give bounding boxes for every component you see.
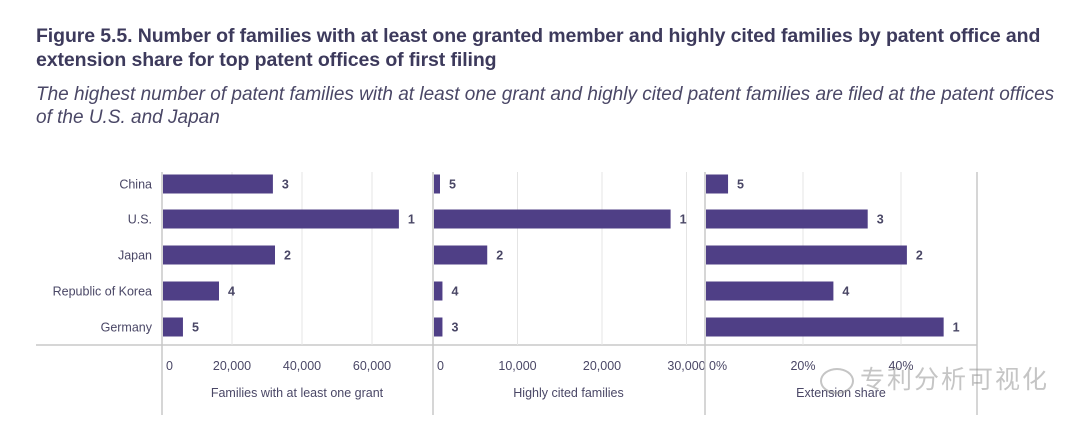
x-tick-label: 60,000 xyxy=(353,359,391,373)
rank-label: 5 xyxy=(192,321,199,335)
category-label: Republic of Korea xyxy=(53,285,152,299)
x-tick-label: 0 xyxy=(437,359,444,373)
bar xyxy=(434,174,440,194)
bar xyxy=(163,281,219,301)
bar xyxy=(706,209,868,229)
rank-label: 3 xyxy=(877,213,884,227)
rank-label: 5 xyxy=(737,178,744,192)
rank-label: 4 xyxy=(451,285,458,299)
x-tick-label: 40% xyxy=(888,359,913,373)
category-label: Germany xyxy=(101,321,153,335)
rank-label: 3 xyxy=(282,178,289,192)
rank-label: 4 xyxy=(228,285,235,299)
watermark-text: 专利分析可视化 xyxy=(860,366,1050,394)
bar xyxy=(706,174,729,194)
rank-label: 5 xyxy=(449,178,456,192)
rank-label: 2 xyxy=(496,249,503,263)
bar xyxy=(706,317,944,337)
x-tick-label: 20,000 xyxy=(583,359,621,373)
x-tick-label: 0% xyxy=(709,359,727,373)
rank-label: 2 xyxy=(916,249,923,263)
rank-label: 3 xyxy=(451,321,458,335)
rank-label: 1 xyxy=(408,213,415,227)
watermark: 专利分析可视化 xyxy=(820,360,1049,396)
bar xyxy=(434,281,443,301)
x-tick-label: 20% xyxy=(790,359,815,373)
category-label: Japan xyxy=(118,249,152,263)
x-tick-label: 10,000 xyxy=(498,359,536,373)
x-tick-label: 40,000 xyxy=(283,359,321,373)
x-axis-title: Highly cited families xyxy=(513,386,623,400)
x-axis-title: Families with at least one grant xyxy=(211,386,384,400)
x-tick-label: 0 xyxy=(166,359,173,373)
x-tick-label: 30,000 xyxy=(667,359,705,373)
bar xyxy=(434,317,443,337)
wechat-icon xyxy=(820,368,854,395)
figure-subtitle: The highest number of patent families wi… xyxy=(36,84,1055,128)
bar xyxy=(163,245,275,265)
bar xyxy=(706,245,907,265)
rank-label: 2 xyxy=(284,249,291,263)
x-tick-label: 20,000 xyxy=(213,359,251,373)
bar xyxy=(434,245,488,265)
bar xyxy=(163,209,399,229)
bar xyxy=(706,281,834,301)
category-label: U.S. xyxy=(128,213,152,227)
bar xyxy=(163,317,183,337)
bar xyxy=(434,209,671,229)
rank-label: 1 xyxy=(953,321,960,335)
figure-title: Figure 5.5. Number of families with at l… xyxy=(36,25,1041,71)
rank-label: 1 xyxy=(680,213,687,227)
category-label: China xyxy=(119,178,152,192)
rank-label: 4 xyxy=(842,285,849,299)
bar xyxy=(163,174,273,194)
